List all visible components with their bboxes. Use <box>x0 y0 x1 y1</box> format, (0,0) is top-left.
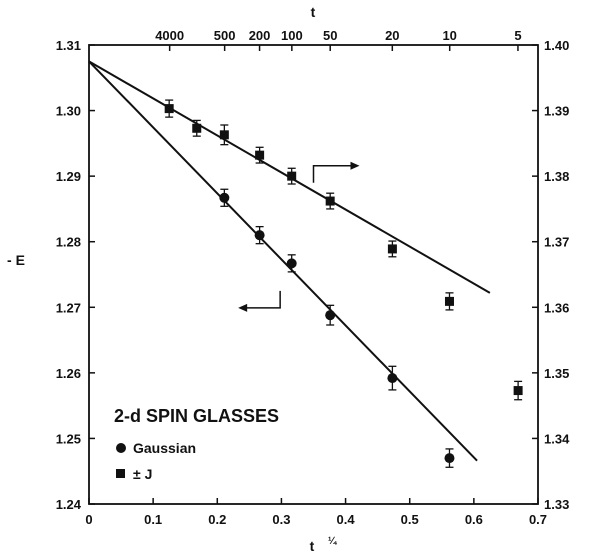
x-tick-label: 0.5 <box>401 512 419 527</box>
x-tick-label: 0 <box>85 512 92 527</box>
data-points <box>164 99 523 468</box>
y-left-tick-label: 1.25 <box>56 431 81 446</box>
gaussian-point <box>387 373 398 384</box>
x-tick-label: 0.2 <box>208 512 226 527</box>
top-tick-label: 100 <box>281 28 303 43</box>
right-axis-arrow <box>312 164 354 183</box>
top-tick-label: 20 <box>385 28 399 43</box>
plot-frame <box>88 44 539 505</box>
y-right-tick-label: 1.35 <box>544 366 569 381</box>
legend-gaussian-marker <box>116 443 126 453</box>
y-axis-label: - E <box>7 252 25 268</box>
y-right-tick-label: 1.33 <box>544 497 569 512</box>
x-tick-label: 0.7 <box>529 512 547 527</box>
y-right-tick-label: 1.40 <box>544 38 569 53</box>
x-tick-label: 0.3 <box>272 512 290 527</box>
pmj-point <box>164 104 174 114</box>
y-left-tick-label: 1.24 <box>56 497 82 512</box>
fit-line <box>88 60 478 462</box>
axis-indicators <box>238 161 360 312</box>
y-left-tick-label: 1.27 <box>56 300 81 315</box>
plot-border <box>88 44 539 505</box>
axis-ticks: 0 0.1 0.2 0.3 0.4 0.5 0.6 0.7 1.24 1.25 1.26 1.27 1.… <box>56 28 570 527</box>
x-tick-label: 0.4 <box>337 512 356 527</box>
top-tick-label: 4000 <box>155 28 184 43</box>
left-axis-arrowhead <box>238 303 248 312</box>
pmj-point <box>444 296 454 306</box>
pmj-point <box>219 130 229 140</box>
y-left-tick-label: 1.31 <box>56 38 81 53</box>
legend: 2-d SPIN GLASSES Gaussian ± J <box>114 406 279 482</box>
y-right-tick-label: 1.39 <box>544 104 569 119</box>
top-tick-label: 50 <box>323 28 337 43</box>
gaussian-point <box>325 310 336 321</box>
top-axis-label: t <box>311 4 316 20</box>
pmj-point <box>287 171 297 181</box>
legend-pmj-label: ± J <box>133 466 152 482</box>
legend-pmj-marker <box>116 469 125 478</box>
y-right-tick-label: 1.34 <box>544 431 570 446</box>
y-left-tick-label: 1.29 <box>56 169 81 184</box>
x-tick-label: 0.1 <box>144 512 162 527</box>
y-left-tick-label: 1.30 <box>56 104 81 119</box>
x-axis-label-exponent: ¼ <box>328 536 337 547</box>
x-axis-label: t <box>310 538 315 554</box>
left-axis-arrow <box>244 290 281 309</box>
y-right-tick-label: 1.36 <box>544 300 569 315</box>
gaussian-point <box>286 258 297 269</box>
top-tick-label: 500 <box>214 28 236 43</box>
gaussian-point <box>219 192 230 203</box>
y-right-tick-label: 1.38 <box>544 169 569 184</box>
pmj-point <box>513 386 523 396</box>
right-axis-arrowhead <box>350 161 360 170</box>
pmj-point <box>387 244 397 254</box>
top-tick-label: 200 <box>249 28 271 43</box>
legend-title: 2-d SPIN GLASSES <box>114 406 279 426</box>
y-left-tick-label: 1.26 <box>56 366 81 381</box>
y-left-tick-label: 1.28 <box>56 235 81 250</box>
x-tick-label: 0.6 <box>465 512 483 527</box>
pmj-point <box>325 196 335 206</box>
top-tick-label: 5 <box>514 28 521 43</box>
gaussian-point <box>254 230 265 241</box>
top-tick-label: 10 <box>442 28 456 43</box>
gaussian-point <box>444 453 455 464</box>
pmj-point <box>192 123 202 133</box>
y-right-tick-label: 1.37 <box>544 235 569 250</box>
pmj-point <box>255 150 265 160</box>
legend-gaussian-label: Gaussian <box>133 440 196 456</box>
